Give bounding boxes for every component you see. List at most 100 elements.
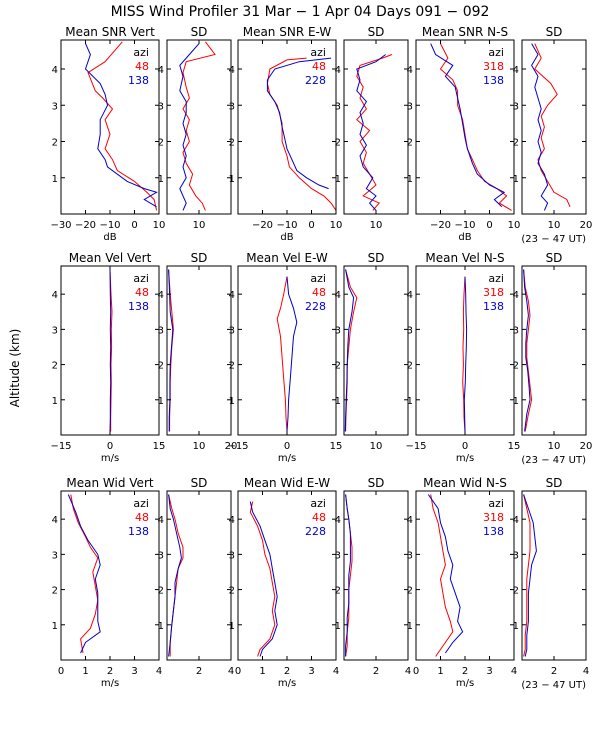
x-tick-label: 4 xyxy=(583,666,589,677)
y-tick-label: 3 xyxy=(335,325,341,336)
y-tick-label: 3 xyxy=(52,101,58,112)
series-line-48 xyxy=(356,54,393,211)
legend-entry-48: 48 xyxy=(135,286,149,299)
panel-3-6: SD 1 2 3 4 2 4 xyxy=(513,476,590,677)
panel-title: Mean Vel Vert xyxy=(69,251,152,265)
x-tick-label: 4 xyxy=(333,666,339,677)
y-tick-label: 4 xyxy=(229,515,235,526)
y-tick-label: 1 xyxy=(407,174,413,185)
panel-2-6: SD 1 2 3 4 10 20 xyxy=(513,251,593,452)
panel-title: SD xyxy=(191,251,208,265)
y-tick-label: 2 xyxy=(158,586,164,597)
y-tick-label: 3 xyxy=(52,325,58,336)
y-tick-label: 2 xyxy=(407,361,413,372)
y-tick-label: 2 xyxy=(513,361,519,372)
y-tick-label: 4 xyxy=(335,290,341,301)
x-tick-label: 2 xyxy=(462,666,468,677)
x-tick-label: 0 xyxy=(58,666,64,677)
x-axis-unit: dB xyxy=(280,232,293,243)
y-tick-label: 2 xyxy=(229,138,235,149)
panel-1-4: SD 1 2 3 4 10 xyxy=(335,25,409,231)
y-tick-label: 3 xyxy=(158,550,164,561)
legend-header: azi xyxy=(310,497,326,510)
panel-title: SD xyxy=(546,476,563,490)
y-tick-label: 4 xyxy=(158,515,164,526)
series-line-48 xyxy=(87,41,158,211)
series-line-228 xyxy=(286,276,298,432)
panel-frame xyxy=(343,490,409,661)
legend-entry-48: 48 xyxy=(135,511,149,524)
y-tick-label: 3 xyxy=(52,550,58,561)
series-line-138 xyxy=(168,494,182,657)
series-line-138 xyxy=(84,43,158,208)
x-tick-label: 3 xyxy=(131,666,137,677)
y-tick-label: 4 xyxy=(513,65,519,76)
x-tick-label: 0 xyxy=(308,220,314,231)
x-axis-unit: m/s xyxy=(456,678,474,689)
series-line-48 xyxy=(276,276,288,432)
y-tick-label: 3 xyxy=(407,550,413,561)
x-tick-label: −15 xyxy=(50,441,71,452)
legend-entry-48: 48 xyxy=(312,60,326,73)
x-tick-label: 0 xyxy=(107,441,113,452)
y-tick-label: 3 xyxy=(513,325,519,336)
y-tick-label: 4 xyxy=(229,290,235,301)
legend-header: azi xyxy=(310,272,326,285)
x-tick-label: −20 xyxy=(252,220,273,231)
y-tick-label: 3 xyxy=(407,101,413,112)
legend-entry-138: 138 xyxy=(128,74,149,87)
y-tick-label: 2 xyxy=(229,586,235,597)
y-tick-label: 4 xyxy=(407,515,413,526)
y-tick-label: 3 xyxy=(335,101,341,112)
y-tick-label: 3 xyxy=(335,550,341,561)
legend-entry-138: 138 xyxy=(483,300,504,313)
panel-title: Mean SNR N-S xyxy=(422,25,508,39)
x-tick-label: 3 xyxy=(486,666,492,677)
panel-title: Mean SNR E-W xyxy=(243,25,332,39)
y-tick-label: 2 xyxy=(229,361,235,372)
series-line-138 xyxy=(430,43,506,208)
panel-title: SD xyxy=(191,476,208,490)
panel-frame xyxy=(343,39,409,215)
x-tick-label: 10 xyxy=(548,441,561,452)
y-tick-label: 1 xyxy=(52,621,58,632)
x-axis-unit: dB xyxy=(458,232,471,243)
legend-entry-48: 48 xyxy=(135,60,149,73)
y-tick-label: 1 xyxy=(513,174,519,185)
x-tick-label: −10 xyxy=(454,220,475,231)
panel-1-2: SD 1 2 3 4 10 xyxy=(158,25,232,231)
panel-title: SD xyxy=(191,25,208,39)
x-tick-label: 10 xyxy=(153,220,166,231)
x-tick-label: 20 xyxy=(580,441,593,452)
legend-header: azi xyxy=(488,497,504,510)
series-line-228 xyxy=(356,54,386,211)
series-line-228 xyxy=(345,494,351,657)
series-line-318 xyxy=(462,276,466,432)
y-tick-label: 4 xyxy=(513,515,519,526)
x-tick-label: 4 xyxy=(405,666,411,677)
panel-2-2: SD 1 2 3 4 10 20 xyxy=(158,251,238,452)
series-line-138 xyxy=(523,269,531,432)
panel-title: SD xyxy=(546,251,563,265)
x-tick-label: −15 xyxy=(405,441,426,452)
x-tick-label: −20 xyxy=(430,220,451,231)
y-tick-label: 4 xyxy=(513,290,519,301)
series-line-48 xyxy=(266,57,337,211)
x-tick-label: 2 xyxy=(284,666,290,677)
panel-3-2: SD 1 2 3 4 2 4 xyxy=(158,476,235,677)
panel-title: SD xyxy=(368,476,385,490)
panel-title: SD xyxy=(368,25,385,39)
y-tick-label: 1 xyxy=(407,396,413,407)
y-tick-label: 3 xyxy=(158,325,164,336)
panel-frame xyxy=(343,265,409,436)
series-line-138 xyxy=(463,276,468,432)
legend-entry-318: 318 xyxy=(483,286,504,299)
x-tick-label: 0 xyxy=(235,666,241,677)
y-tick-label: 2 xyxy=(158,361,164,372)
y-tick-label: 4 xyxy=(52,515,58,526)
legend-entry-138: 138 xyxy=(128,525,149,538)
